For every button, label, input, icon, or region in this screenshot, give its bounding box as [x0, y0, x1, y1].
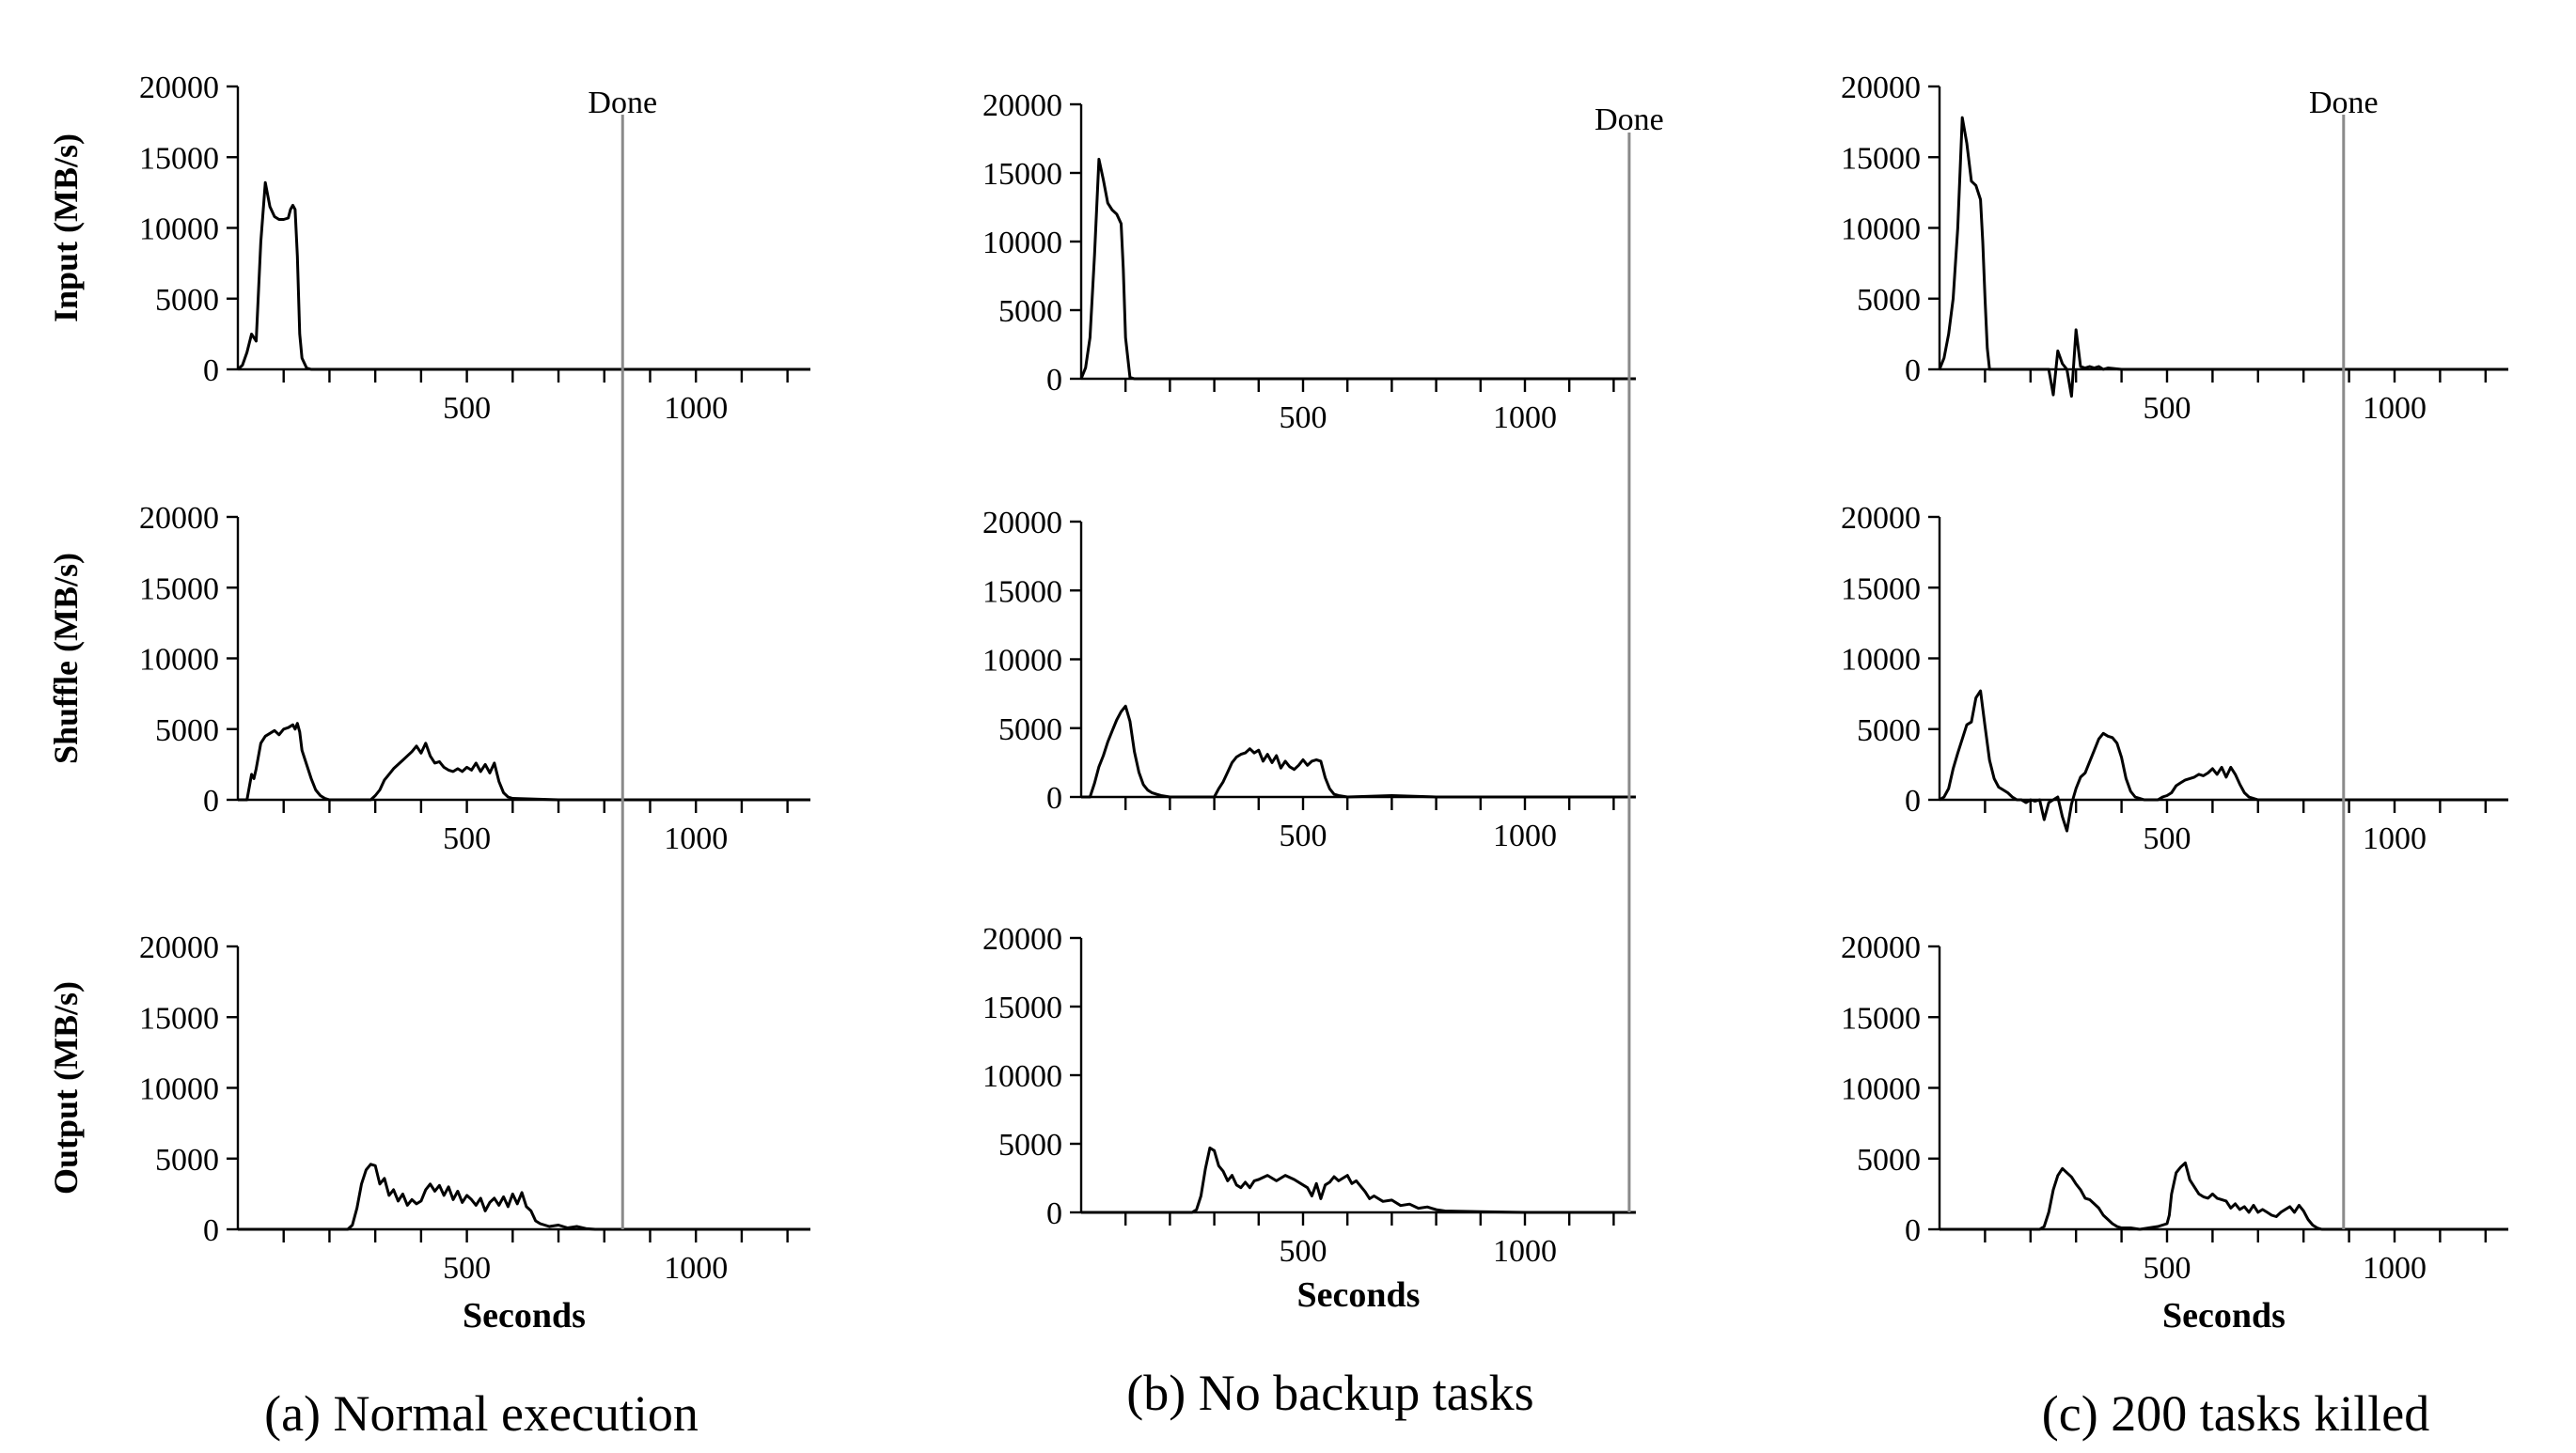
y-tick-label: 15000 — [982, 157, 1062, 192]
y-tick-label: 15000 — [1841, 141, 1921, 176]
x-tick-label: 1000 — [1493, 1234, 1557, 1269]
x-tick-label: 500 — [443, 821, 491, 856]
y-tick-label: 20000 — [139, 70, 219, 105]
y-tick-label: 20000 — [1841, 930, 1921, 965]
series-line-output — [238, 1163, 810, 1231]
x-tick-label: 500 — [1280, 1234, 1327, 1269]
x-tick-label: 500 — [1280, 819, 1327, 853]
y-tick-label: 20000 — [1841, 501, 1921, 536]
y-axis-label: Output (MB/s) — [47, 981, 85, 1195]
y-tick-label: 10000 — [139, 643, 219, 678]
y-tick-label: 0 — [1046, 781, 1062, 816]
y-tick-label: 5000 — [998, 1128, 1062, 1163]
y-tick-label: 10000 — [139, 1072, 219, 1107]
panel-input-b: 0 5000 10000 15000 20000 500 1000 — [982, 88, 1636, 435]
x-tick-label: 500 — [2144, 1251, 2191, 1286]
x-tick-label: 1000 — [2363, 821, 2427, 856]
y-tick-label: 15000 — [139, 571, 219, 606]
x-tick-label: 1000 — [664, 1251, 728, 1286]
y-tick-label: 20000 — [139, 501, 219, 536]
x-tick-label: 1000 — [2363, 391, 2427, 426]
y-tick-label: 0 — [203, 1213, 219, 1248]
series-line-shuffle — [238, 722, 810, 802]
y-tick-label: 0 — [1046, 363, 1062, 398]
x-tick-label: 500 — [2144, 821, 2191, 856]
series-line-output — [1940, 1161, 2508, 1231]
y-tick-label: 0 — [203, 784, 219, 819]
series-line-shuffle — [1081, 704, 1636, 799]
y-tick-label: 15000 — [1841, 1001, 1921, 1036]
y-tick-label: 20000 — [982, 922, 1062, 957]
chart-caption: (b) No backup tasks — [1126, 1365, 1533, 1421]
x-tick-label: 500 — [1280, 400, 1327, 435]
y-tick-label: 10000 — [982, 1059, 1062, 1094]
x-tick-label: 1000 — [664, 391, 728, 426]
x-tick-label: 1000 — [1493, 819, 1557, 853]
series-line-input — [1938, 116, 2508, 398]
panel-output-b: 0 5000 10000 15000 20000 500 1000 — [982, 922, 1636, 1269]
x-axis-title: Seconds — [2162, 1296, 2285, 1336]
y-tick-label: 10000 — [1841, 212, 1921, 247]
x-tick-label: 500 — [443, 391, 491, 426]
y-tick-label: 5000 — [1857, 283, 1921, 318]
y-tick-label: 20000 — [1841, 70, 1921, 105]
y-tick-label: 20000 — [139, 930, 219, 965]
panel-shuffle-a: 0 5000 10000 15000 20000 500 1000 Shuffle (MB/s… — [47, 501, 810, 856]
y-axis-label: Input (MB/s) — [47, 133, 85, 322]
x-tick-label: 1000 — [1493, 400, 1557, 435]
chart-caption: (a) Normal execution — [264, 1385, 699, 1442]
y-tick-label: 5000 — [1857, 1143, 1921, 1178]
panel-input-c: 0 5000 10000 15000 20000 500 1000 — [1841, 70, 2508, 426]
y-tick-label: 0 — [1905, 1213, 1921, 1248]
x-axis-title: Seconds — [463, 1296, 586, 1336]
y-tick-label: 15000 — [982, 991, 1062, 1025]
y-tick-label: 5000 — [155, 283, 219, 318]
y-tick-label: 0 — [1046, 1196, 1062, 1231]
series-line-output — [1081, 1146, 1636, 1214]
panel-shuffle-c: 0 5000 10000 15000 20000 500 1000 — [1841, 501, 2508, 856]
panel-input-a: 0 5000 10000 15000 20000 500 1000 Input (MB/s) — [47, 70, 810, 426]
y-tick-label: 15000 — [139, 1001, 219, 1036]
x-tick-label: 500 — [2144, 391, 2191, 426]
y-tick-label: 0 — [1905, 353, 1921, 388]
y-tick-label: 10000 — [139, 212, 219, 247]
y-axis-label: Shuffle (MB/s) — [47, 553, 85, 764]
y-tick-label: 0 — [203, 353, 219, 388]
panel-output-a: 0 5000 10000 15000 20000 500 1000 Output (MB/s) — [47, 930, 810, 1286]
x-tick-label: 1000 — [2363, 1251, 2427, 1286]
series-line-input — [1079, 157, 1636, 381]
series-line-shuffle — [1939, 689, 2508, 833]
series-line-input — [236, 180, 810, 371]
y-tick-label: 5000 — [155, 713, 219, 748]
y-tick-label: 5000 — [998, 294, 1062, 329]
done-label: Done — [2309, 86, 2379, 120]
y-tick-label: 20000 — [982, 506, 1062, 540]
y-tick-label: 10000 — [1841, 643, 1921, 678]
x-axis-title: Seconds — [1297, 1275, 1421, 1315]
x-tick-label: 1000 — [664, 821, 728, 856]
y-tick-label: 15000 — [139, 141, 219, 176]
y-tick-label: 15000 — [982, 574, 1062, 609]
y-tick-label: 5000 — [155, 1143, 219, 1178]
done-label: Done — [1594, 102, 1664, 137]
chart-caption: (c) 200 tasks killed — [2042, 1385, 2429, 1442]
y-tick-label: 5000 — [1857, 713, 1921, 748]
panel-output-c: 0 5000 10000 15000 20000 500 1000 — [1841, 930, 2508, 1286]
y-tick-label: 0 — [1905, 784, 1921, 819]
y-tick-label: 20000 — [982, 88, 1062, 123]
panel-shuffle-b: 0 5000 10000 15000 20000 500 1000 — [982, 506, 1636, 853]
done-label: Done — [588, 86, 657, 120]
y-tick-label: 15000 — [1841, 571, 1921, 606]
y-tick-label: 10000 — [982, 226, 1062, 260]
x-tick-label: 500 — [443, 1251, 491, 1286]
y-tick-label: 10000 — [982, 644, 1062, 679]
y-tick-label: 5000 — [998, 712, 1062, 747]
y-tick-label: 10000 — [1841, 1072, 1921, 1107]
